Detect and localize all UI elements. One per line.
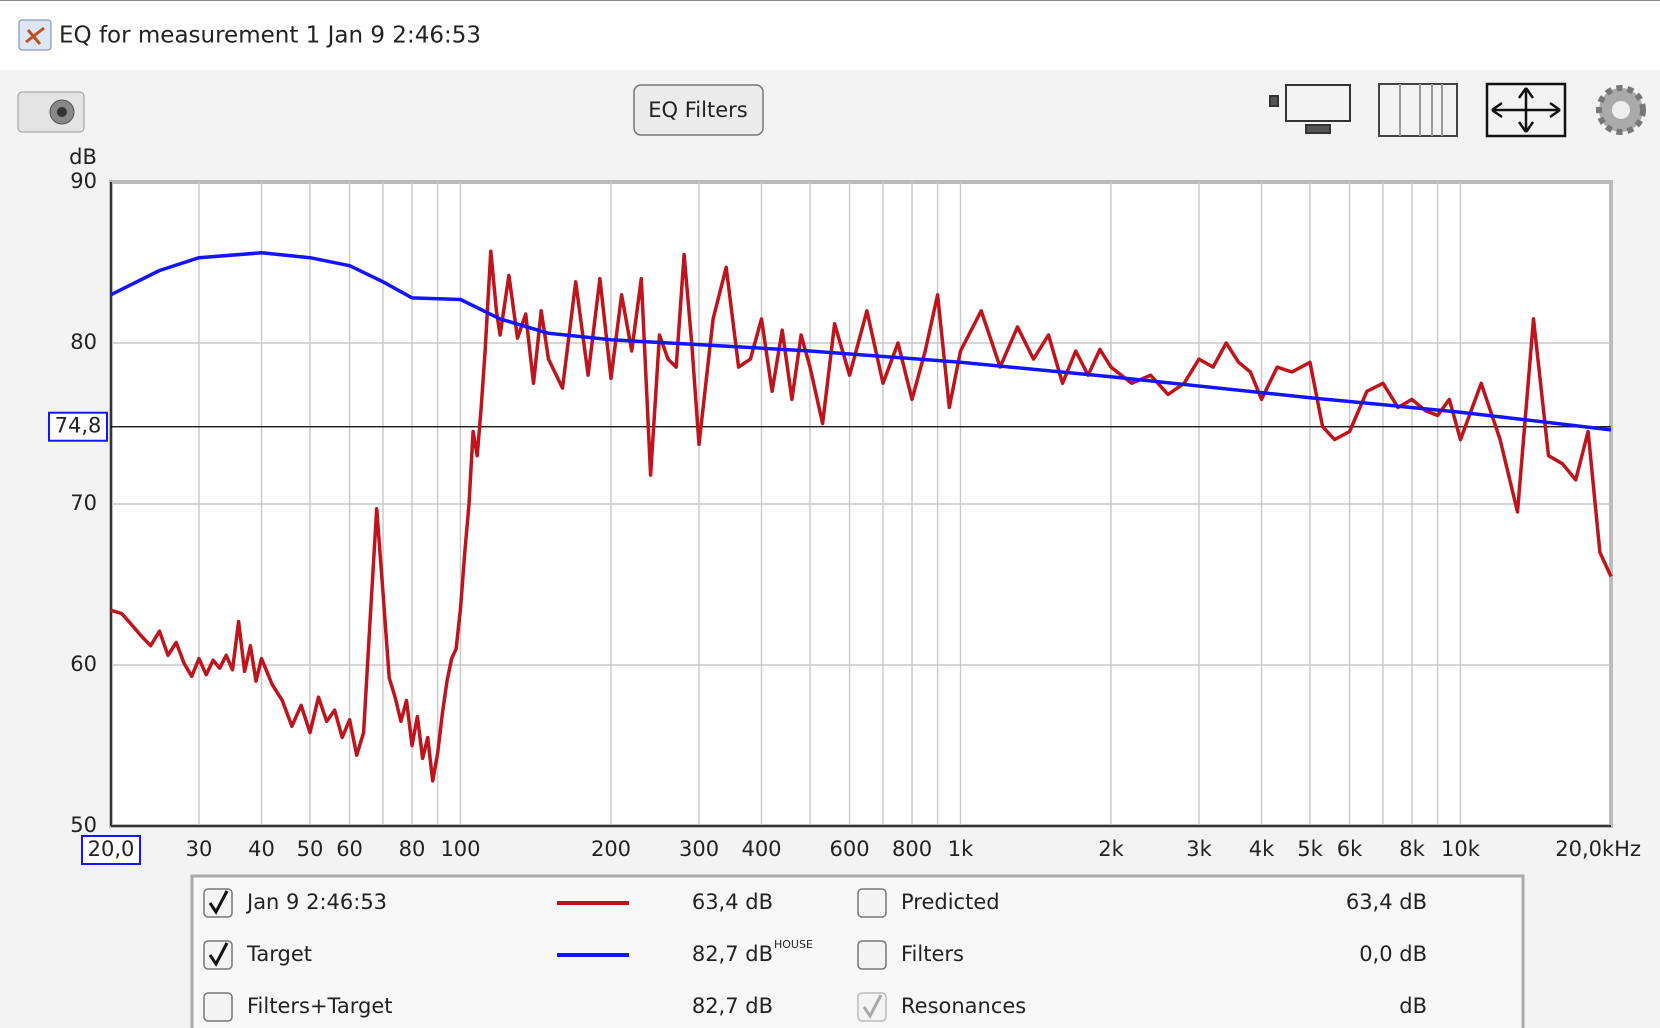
x-tick-label: 6k: [1337, 837, 1363, 861]
option-checkbox[interactable]: [857, 888, 887, 918]
legend-label: Target: [246, 942, 312, 966]
x-tick-label: 8k: [1399, 837, 1425, 861]
x-tick-label: 60: [336, 837, 363, 861]
x-tick-label: 30: [186, 837, 213, 861]
legend-label: Jan 9 2:46:53: [245, 890, 387, 914]
x-tick-label: 4k: [1249, 837, 1275, 861]
series-checkbox[interactable]: [203, 888, 233, 918]
legend-label: Filters+Target: [247, 994, 393, 1018]
checkbox-check: [208, 942, 229, 967]
x-tick-label: 100: [440, 837, 480, 861]
y-axis-label: dB: [69, 145, 97, 169]
option-checkbox[interactable]: [857, 940, 887, 970]
legend-value: 0,0 dB: [1359, 942, 1427, 966]
checkbox-box: [857, 940, 887, 970]
x-tick-label: 2k: [1098, 837, 1124, 861]
checkbox-box: [203, 888, 233, 918]
legend-value: 63,4 dB: [692, 890, 773, 914]
title-bar: [0, 0, 1660, 70]
series-checkbox[interactable]: [203, 992, 233, 1022]
legend-note: HOUSE: [774, 938, 813, 951]
app-icon: [18, 19, 52, 51]
y-tick-label: 50: [70, 813, 97, 837]
cursor-y-box: [48, 411, 108, 442]
cursor-x-box: [81, 835, 141, 865]
x-tick-label: 3k: [1186, 837, 1212, 861]
legend-value: dB: [1399, 994, 1427, 1018]
x-tick-label: 10k: [1441, 837, 1481, 861]
settings-button[interactable]: [1596, 85, 1646, 135]
y-tick-label: 90: [70, 169, 97, 193]
checkbox-box: [857, 992, 887, 1022]
camera-button[interactable]: [17, 91, 85, 133]
x-tick-label: 300: [679, 837, 719, 861]
series-checkbox[interactable]: [203, 940, 233, 970]
checkbox-box: [203, 992, 233, 1022]
x-tick-label: 200: [591, 837, 631, 861]
y-tick-label: 70: [70, 491, 97, 515]
fit-all-button[interactable]: [1485, 82, 1567, 138]
legend-label: Predicted: [901, 890, 1000, 914]
x-tick-label: 400: [741, 837, 781, 861]
checkbox-box: [203, 940, 233, 970]
x-tick-label: 1k: [948, 837, 974, 861]
x-tick-label: 800: [892, 837, 932, 861]
checkbox-check: [862, 994, 883, 1019]
cursor-x-label: 20,0: [88, 837, 135, 861]
x-tick-label: 40: [248, 837, 275, 861]
checkbox-check: [208, 890, 229, 915]
y-tick-label: 80: [70, 330, 97, 354]
button-label: EQ Filters: [648, 98, 747, 122]
x-tick-label: 600: [830, 837, 870, 861]
series-line: [110, 249, 1613, 783]
legend-value: 82,7 dB: [692, 942, 773, 966]
legend-value: 63,4 dB: [1346, 890, 1427, 914]
fit-horizontal-button[interactable]: [1378, 83, 1458, 137]
x-tick-label: 50: [297, 837, 324, 861]
eq-filters-button[interactable]: EQ Filters: [633, 84, 764, 136]
x-tick-label: 5k: [1297, 837, 1323, 861]
fit-vertical-button[interactable]: [1269, 84, 1351, 134]
y-tick-label: 60: [70, 652, 97, 676]
x-tick-label: 20,0kHz: [1555, 837, 1641, 861]
legend-value: 82,7 dB: [692, 994, 773, 1018]
cursor-y-label: 74,8: [55, 414, 102, 438]
legend-label: Resonances: [901, 994, 1026, 1018]
x-tick-label: 80: [399, 837, 426, 861]
checkbox-box: [857, 888, 887, 918]
legend-label: Filters: [901, 942, 964, 966]
window-title: EQ for measurement 1 Jan 9 2:46:53: [59, 23, 481, 49]
option-checkbox[interactable]: [857, 992, 887, 1022]
series-line: [110, 251, 1612, 432]
